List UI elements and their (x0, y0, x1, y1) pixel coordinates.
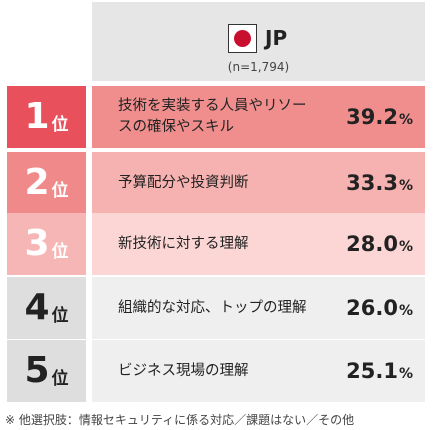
item-cell-3: 新技術に対する理解 28.0% (92, 213, 425, 275)
japan-flag-icon (228, 24, 257, 53)
item-label: ビジネス現場の理解 (118, 362, 249, 379)
item-value: 28.0% (346, 213, 413, 275)
percent-sign: % (398, 112, 413, 128)
item-value: 33.3% (346, 152, 413, 214)
item-label: 組織的な対応、トップの理解 (118, 299, 307, 316)
rank-suffix: 位 (51, 368, 69, 389)
item-cell-2: 予算配分や投資判断 33.3% (92, 152, 425, 214)
item-cell-1: 技術を実装する人員やリソースの確保やスキル 39.2% (92, 86, 425, 148)
rank-number: 5 (24, 350, 50, 391)
item-value: 26.0% (346, 277, 413, 339)
rank-suffix: 位 (51, 180, 69, 201)
rank-suffix: 位 (51, 114, 69, 135)
country-header: JP (n=1,794) (92, 2, 425, 81)
value-number: 26.0 (346, 296, 398, 320)
sample-size: (n=1,794) (227, 60, 290, 74)
percent-sign: % (398, 178, 413, 194)
item-cell-5: ビジネス現場の理解 25.1% (92, 340, 425, 402)
rank-number: 3 (24, 223, 50, 264)
rank-suffix: 位 (51, 305, 69, 326)
value-number: 25.1 (346, 359, 398, 383)
percent-sign: % (398, 239, 413, 255)
item-label: 予算配分や投資判断 (118, 174, 249, 191)
item-value: 25.1% (346, 340, 413, 402)
percent-sign: % (398, 366, 413, 382)
footnote: ※ 他選択肢：情報セキュリティに係る対応／課題はない／その他 (5, 413, 355, 427)
rank-number: 4 (24, 287, 50, 328)
percent-sign: % (398, 303, 413, 319)
item-label: 技術を実装する人員やリソースの確保やスキル (118, 98, 307, 135)
item-value: 39.2% (346, 86, 413, 148)
item-label: 新技術に対する理解 (118, 235, 249, 252)
country-label: JP (265, 26, 288, 50)
rank-suffix: 位 (51, 241, 69, 262)
value-number: 33.3 (346, 171, 398, 195)
item-cell-4: 組織的な対応、トップの理解 26.0% (92, 277, 425, 339)
rank-number: 1 (24, 96, 50, 137)
value-number: 28.0 (346, 232, 398, 256)
rank-number: 2 (24, 162, 50, 203)
value-number: 39.2 (346, 105, 398, 129)
